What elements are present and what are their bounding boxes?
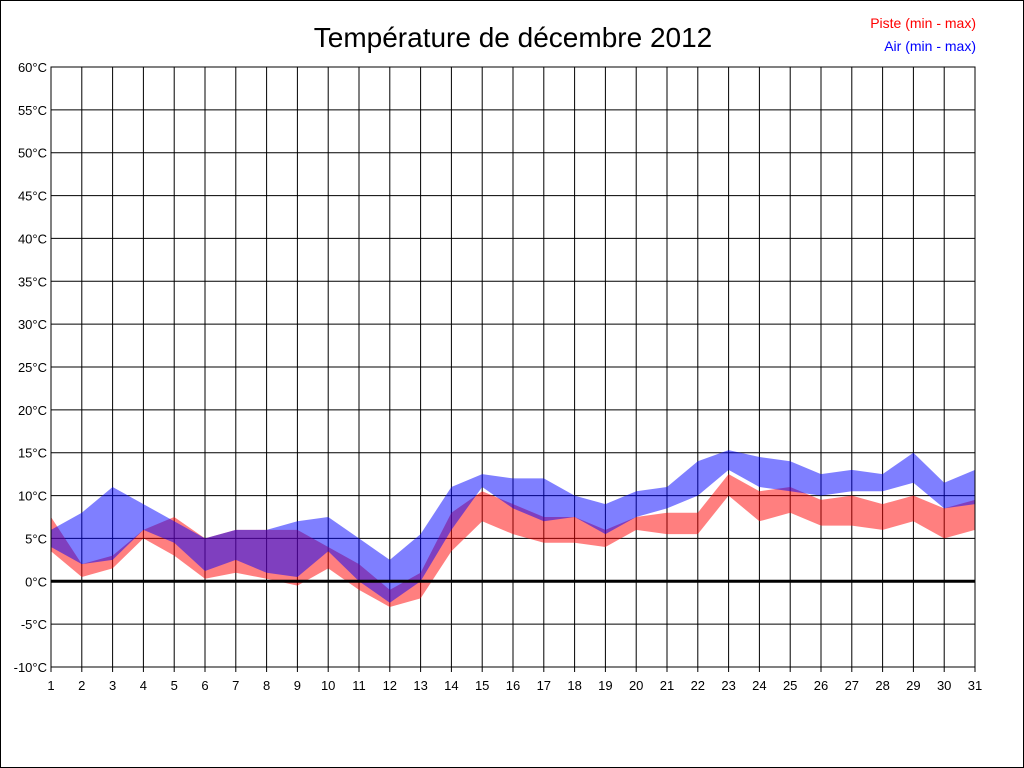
chart-title: Température de décembre 2012 [314, 22, 712, 53]
y-tick-label: 50°C [18, 146, 47, 161]
x-tick-label: 16 [506, 678, 520, 693]
y-tick-label: 0°C [25, 574, 47, 589]
x-tick-label: 15 [475, 678, 489, 693]
y-tick-label: 10°C [18, 489, 47, 504]
y-tick-label: 60°C [18, 60, 47, 75]
x-tick-label: 13 [413, 678, 427, 693]
y-tick-label: 40°C [18, 231, 47, 246]
x-tick-label: 3 [109, 678, 116, 693]
y-tick-label: 15°C [18, 446, 47, 461]
x-tick-label: 4 [140, 678, 147, 693]
x-tick-label: 12 [383, 678, 397, 693]
x-tick-label: 1 [47, 678, 54, 693]
y-tick-label: 30°C [18, 317, 47, 332]
x-tick-label: 6 [201, 678, 208, 693]
x-tick-label: 21 [660, 678, 674, 693]
x-tick-label: 5 [171, 678, 178, 693]
x-tick-label: 2 [78, 678, 85, 693]
air-temperature-band [51, 450, 975, 603]
x-tick-label: 26 [814, 678, 828, 693]
x-tick-label: 14 [444, 678, 458, 693]
y-tick-label: 55°C [18, 103, 47, 118]
legend-piste: Piste (min - max) [870, 15, 976, 31]
x-tick-label: 27 [845, 678, 859, 693]
x-tick-label: 7 [232, 678, 239, 693]
x-tick-label: 20 [629, 678, 643, 693]
x-tick-label: 18 [567, 678, 581, 693]
x-tick-label: 8 [263, 678, 270, 693]
x-tick-label: 11 [352, 678, 366, 693]
y-tick-label: -10°C [14, 660, 47, 675]
y-tick-label: 45°C [18, 189, 47, 204]
x-tick-label: 25 [783, 678, 797, 693]
x-tick-label: 9 [294, 678, 301, 693]
x-tick-label: 23 [721, 678, 735, 693]
y-tick-label: 25°C [18, 360, 47, 375]
x-tick-label: 30 [937, 678, 951, 693]
x-tick-label: 19 [598, 678, 612, 693]
plot-area: -10°C -5°C 0°C 5°C 10°C 15°C 20°C 25°C 30°C 35°C 4… [14, 60, 983, 693]
x-tick-label: 24 [752, 678, 766, 693]
x-tick-label: 22 [691, 678, 705, 693]
legend-air: Air (min - max) [884, 38, 976, 54]
x-tick-label: 29 [906, 678, 920, 693]
y-tick-label: 35°C [18, 274, 47, 289]
y-tick-label: -5°C [21, 617, 47, 632]
x-tick-label: 10 [321, 678, 335, 693]
plot-border [50, 66, 976, 668]
y-tick-label: 20°C [18, 403, 47, 418]
y-tick-label: 5°C [25, 531, 47, 546]
x-tick-label: 28 [875, 678, 889, 693]
x-tick-label: 31 [968, 678, 982, 693]
x-tick-label: 17 [537, 678, 551, 693]
